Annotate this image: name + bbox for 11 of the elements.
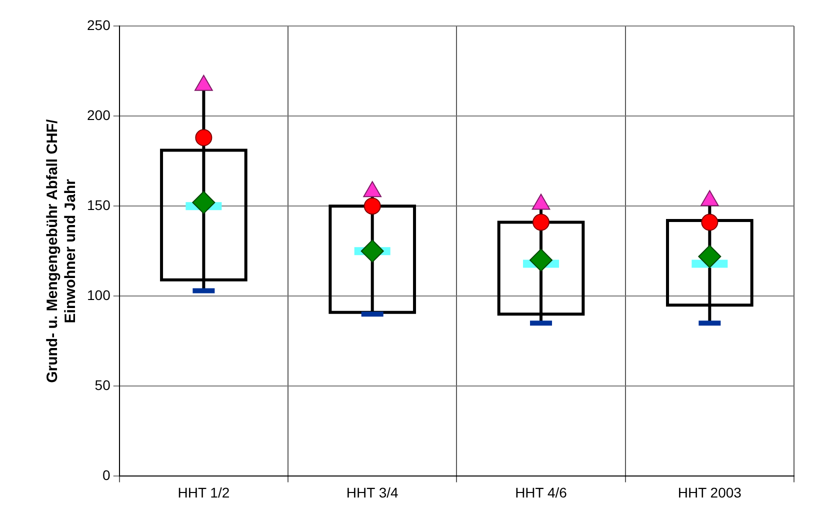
y-tick-label: 0 bbox=[102, 467, 111, 484]
y-tick-label: 250 bbox=[87, 16, 111, 33]
y-axis-title: Grund- u. Mengengebühr Abfall CHF/ Einwohner und Jahr bbox=[44, 118, 80, 383]
x-tick-label: HHT 2003 bbox=[678, 484, 742, 500]
y-tick-label: 50 bbox=[94, 377, 111, 394]
y-tick-label: 150 bbox=[87, 196, 111, 213]
x-tick-label: HHT 4/6 bbox=[515, 484, 568, 500]
x-tick-label: HHT 3/4 bbox=[346, 484, 398, 500]
y-tick-label: 100 bbox=[87, 286, 111, 303]
y-tick-label: 200 bbox=[87, 106, 111, 123]
x-tick-label: HHT 1/2 bbox=[178, 484, 230, 500]
